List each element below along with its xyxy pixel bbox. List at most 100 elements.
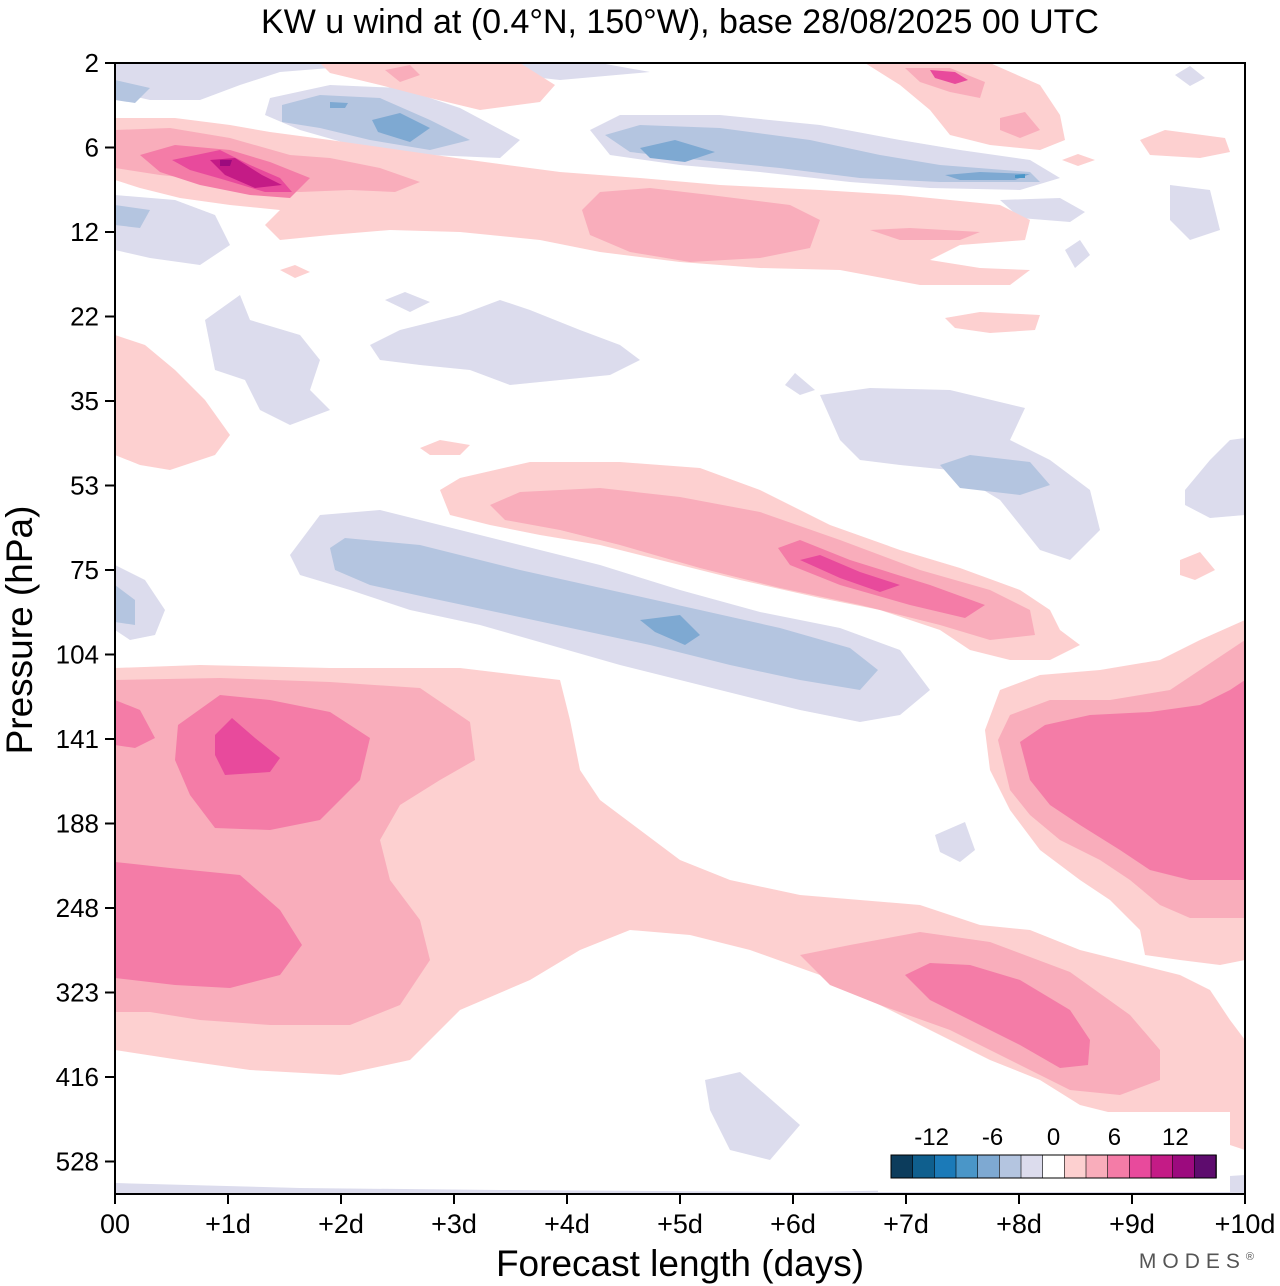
- colorbar-background: [878, 1112, 1230, 1192]
- colorbar-label: -12: [914, 1124, 949, 1151]
- contour-pos2-12: [582, 188, 820, 262]
- contour-pos2-top-center: [385, 65, 420, 82]
- contour-neg-dot-18: [1065, 240, 1090, 268]
- colorbar-cell: [890, 1154, 914, 1179]
- contour-pos2-right-6: [1000, 112, 1040, 138]
- x-axis: 00 +1d +2d +3d +4d +5d +6d +7d +8d +9d +10d: [100, 1194, 1275, 1239]
- x-tick-label: +1d: [205, 1209, 251, 1239]
- colorbar-cell: [1064, 1154, 1087, 1179]
- contour-pos4-141: [215, 718, 280, 775]
- contour-neg-small-22: [385, 292, 430, 312]
- colorbar-border: [890, 1154, 1217, 1179]
- negative-contours: [115, 63, 1245, 1194]
- x-tick-label: 00: [100, 1209, 130, 1239]
- y-tick-label: 528: [56, 1147, 99, 1177]
- y-tick-label: 2: [85, 48, 99, 78]
- colorbar-cell: [1129, 1154, 1152, 1179]
- colorbar-cell: [977, 1154, 1001, 1179]
- contour-neg2-top: [115, 80, 150, 103]
- colorbar-label: 0: [1047, 1124, 1060, 1151]
- colorbar-legend: -12 -6 0 6 12: [878, 1112, 1230, 1192]
- x-tick-label: +4d: [544, 1209, 590, 1239]
- colorbar-cell: [1020, 1154, 1044, 1179]
- contour-pos2-12-b: [870, 228, 980, 240]
- y-tick-label: 75: [70, 555, 99, 585]
- contour-neg-blob-22: [205, 295, 330, 425]
- contour-pos-dot-45: [420, 440, 470, 455]
- colorbar-cell: [955, 1154, 979, 1179]
- contour-fields: [115, 63, 1245, 1194]
- colorbar-cell: [1172, 1154, 1196, 1179]
- colorbar-cell: [1085, 1154, 1109, 1179]
- contour-neg-dot-40: [785, 373, 815, 395]
- contour-neg2-streak: [605, 125, 1040, 182]
- contour-neg2-right-53: [940, 455, 1050, 495]
- chart-title: KW u wind at (0.4°N, 150°W), base 28/08/…: [261, 3, 1099, 41]
- contour-neg-right-6: [1170, 185, 1220, 240]
- colorbar-cell: [912, 1154, 936, 1179]
- y-tick-label: 6: [85, 133, 99, 163]
- contour-neg-blob-480: [705, 1072, 800, 1160]
- brand-text: MODES: [1138, 1250, 1246, 1273]
- x-tick-label: +2d: [318, 1209, 364, 1239]
- y-tick-label: 188: [56, 809, 99, 839]
- y-tick-label: 416: [56, 1062, 99, 1092]
- y-tick-label: 53: [70, 471, 99, 501]
- contour-neg2-tilted: [330, 538, 878, 690]
- modes-brand-logo: MODES®: [1139, 1250, 1254, 1274]
- x-tick-label: +7d: [883, 1209, 929, 1239]
- contour-neg-blob-28: [370, 300, 640, 385]
- contour-pos2-tilted: [490, 488, 1035, 640]
- y-tick-label: 22: [70, 302, 99, 332]
- y-tick-label: 35: [70, 386, 99, 416]
- contour-pos4-tilted: [800, 555, 900, 592]
- contour-neg-far-right: [1185, 438, 1245, 518]
- x-tick-label: +6d: [770, 1209, 816, 1239]
- contour-neg-bottom-strip: [115, 1175, 1245, 1194]
- contour-neg-small-188: [935, 822, 975, 862]
- contour-pos-right-80: [1180, 552, 1215, 580]
- y-tick-label: 248: [56, 893, 99, 923]
- x-tick-label: +10d: [1215, 1209, 1276, 1239]
- colorbar-label: -6: [982, 1124, 1003, 1151]
- colorbar-cell: [1042, 1154, 1066, 1179]
- colorbar-cell: [999, 1154, 1022, 1179]
- contour-pos6-upper-jet: [220, 160, 232, 166]
- contour-pos3-323: [905, 963, 1090, 1068]
- y-tick-label: 141: [56, 724, 99, 754]
- colorbar-cell: [1150, 1154, 1174, 1179]
- y-tick-label: 323: [56, 978, 99, 1008]
- x-tick-label: +3d: [431, 1209, 477, 1239]
- contour-neg3-upper: [330, 102, 348, 108]
- contour-pos-right-6: [1140, 130, 1230, 158]
- contour-pos-right-22: [945, 312, 1040, 333]
- colorbar-cell: [934, 1154, 957, 1179]
- x-axis-label: Forecast length (days): [496, 1243, 864, 1284]
- contour-neg3-streak-b: [945, 172, 1030, 180]
- contour-pos3-right-side: [1020, 680, 1245, 880]
- y-axis: 2 6 12 22 35 53 75 104 141 188 248 323 416 528: [56, 48, 115, 1177]
- contour-neg3-tilted: [640, 615, 700, 645]
- y-axis-label: Pressure (hPa): [0, 506, 40, 755]
- contour-neg-edge-12: [115, 195, 230, 265]
- contour-neg4-dot: [1015, 174, 1025, 178]
- contour-pos-top-center: [320, 63, 555, 110]
- contour-neg-dot-3: [1175, 66, 1205, 86]
- y-tick-label: 104: [56, 640, 99, 670]
- positive-contours: [115, 63, 1245, 1150]
- colorbar-label: 6: [1108, 1124, 1121, 1151]
- brand-registered-mark: ®: [1245, 1251, 1254, 1263]
- contour-pos3-248: [115, 862, 302, 988]
- colorbar-label: 12: [1162, 1124, 1189, 1151]
- contour-neg2-left-90: [115, 585, 135, 625]
- contour-neg3-upper-b: [372, 113, 430, 142]
- contour-pos-dot-18: [280, 265, 310, 278]
- contour-neg3-streak: [640, 140, 715, 162]
- colorbar-cell: [1194, 1154, 1217, 1179]
- contour-pos2-top-right: [905, 68, 985, 98]
- contour-pos4-top-right: [930, 70, 968, 84]
- x-tick-label: +5d: [657, 1209, 703, 1239]
- contour-pos-left-35: [115, 335, 230, 470]
- contour-pos3-left-141: [115, 700, 155, 748]
